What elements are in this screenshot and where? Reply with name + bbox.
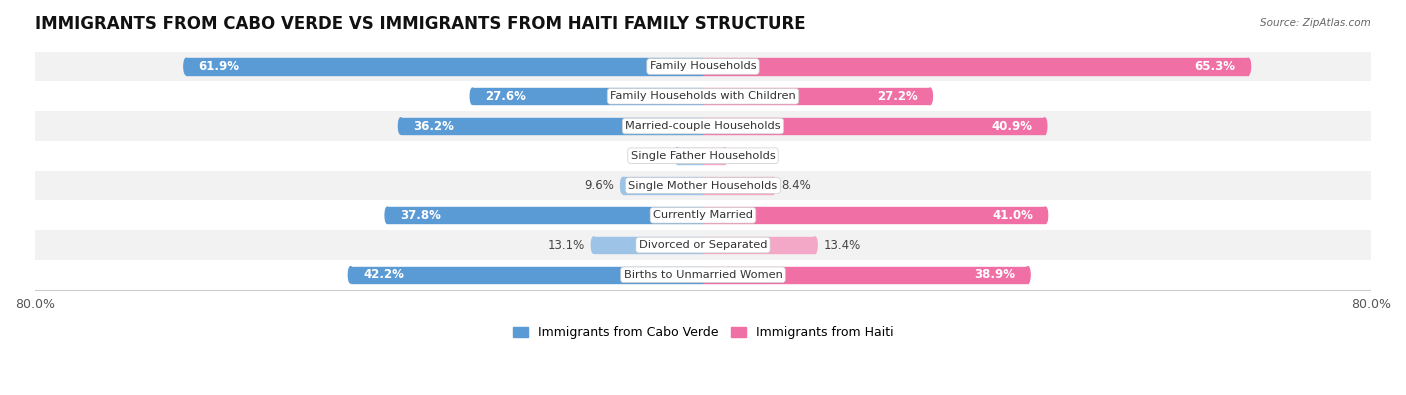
Text: Family Households with Children: Family Households with Children <box>610 91 796 101</box>
Text: Births to Unmarried Women: Births to Unmarried Women <box>624 270 782 280</box>
Circle shape <box>349 267 353 283</box>
Bar <box>703 207 1045 224</box>
Text: Currently Married: Currently Married <box>652 210 754 220</box>
Bar <box>703 118 1045 134</box>
Bar <box>186 58 703 75</box>
Text: 40.9%: 40.9% <box>991 120 1032 132</box>
Text: Single Father Households: Single Father Households <box>631 151 775 161</box>
Text: Source: ZipAtlas.com: Source: ZipAtlas.com <box>1260 18 1371 28</box>
Bar <box>35 200 1371 230</box>
Bar <box>703 58 1249 75</box>
Bar <box>35 171 1371 200</box>
Text: 41.0%: 41.0% <box>993 209 1033 222</box>
Text: 36.2%: 36.2% <box>413 120 454 132</box>
Circle shape <box>1246 58 1250 75</box>
Bar <box>35 52 1371 81</box>
Circle shape <box>770 177 776 194</box>
Circle shape <box>675 148 679 164</box>
Bar <box>35 111 1371 141</box>
Circle shape <box>1043 207 1047 224</box>
Bar <box>472 88 703 104</box>
Circle shape <box>928 88 932 104</box>
Text: 13.1%: 13.1% <box>548 239 585 252</box>
Bar <box>703 148 724 164</box>
Circle shape <box>184 58 188 75</box>
Text: 13.4%: 13.4% <box>824 239 860 252</box>
Text: 3.1%: 3.1% <box>638 149 669 162</box>
Text: Married-couple Households: Married-couple Households <box>626 121 780 131</box>
Bar <box>703 177 773 194</box>
Bar <box>35 260 1371 290</box>
Bar <box>703 237 815 253</box>
Text: 38.9%: 38.9% <box>974 268 1015 281</box>
Bar <box>350 267 703 283</box>
Bar <box>703 88 931 104</box>
Circle shape <box>398 118 404 134</box>
Circle shape <box>592 237 596 253</box>
Circle shape <box>620 177 626 194</box>
Legend: Immigrants from Cabo Verde, Immigrants from Haiti: Immigrants from Cabo Verde, Immigrants f… <box>508 322 898 344</box>
Bar <box>35 230 1371 260</box>
Circle shape <box>1025 267 1031 283</box>
Circle shape <box>1042 118 1047 134</box>
Bar <box>703 267 1028 283</box>
Bar <box>401 118 703 134</box>
Text: 42.2%: 42.2% <box>363 268 404 281</box>
Text: Divorced or Separated: Divorced or Separated <box>638 240 768 250</box>
Bar <box>678 148 703 164</box>
Circle shape <box>470 88 475 104</box>
Circle shape <box>723 148 727 164</box>
Text: 8.4%: 8.4% <box>782 179 811 192</box>
Text: 65.3%: 65.3% <box>1195 60 1236 73</box>
Text: 9.6%: 9.6% <box>585 179 614 192</box>
Bar <box>623 177 703 194</box>
Bar <box>593 237 703 253</box>
Text: 27.2%: 27.2% <box>877 90 918 103</box>
Text: 61.9%: 61.9% <box>198 60 239 73</box>
Bar <box>388 207 703 224</box>
Text: Single Mother Households: Single Mother Households <box>628 181 778 190</box>
Text: Family Households: Family Households <box>650 62 756 71</box>
Text: 27.6%: 27.6% <box>485 90 526 103</box>
Text: 37.8%: 37.8% <box>399 209 440 222</box>
Circle shape <box>813 237 817 253</box>
Bar <box>35 141 1371 171</box>
Text: IMMIGRANTS FROM CABO VERDE VS IMMIGRANTS FROM HAITI FAMILY STRUCTURE: IMMIGRANTS FROM CABO VERDE VS IMMIGRANTS… <box>35 15 806 33</box>
Bar <box>35 81 1371 111</box>
Circle shape <box>385 207 389 224</box>
Text: 2.6%: 2.6% <box>733 149 763 162</box>
